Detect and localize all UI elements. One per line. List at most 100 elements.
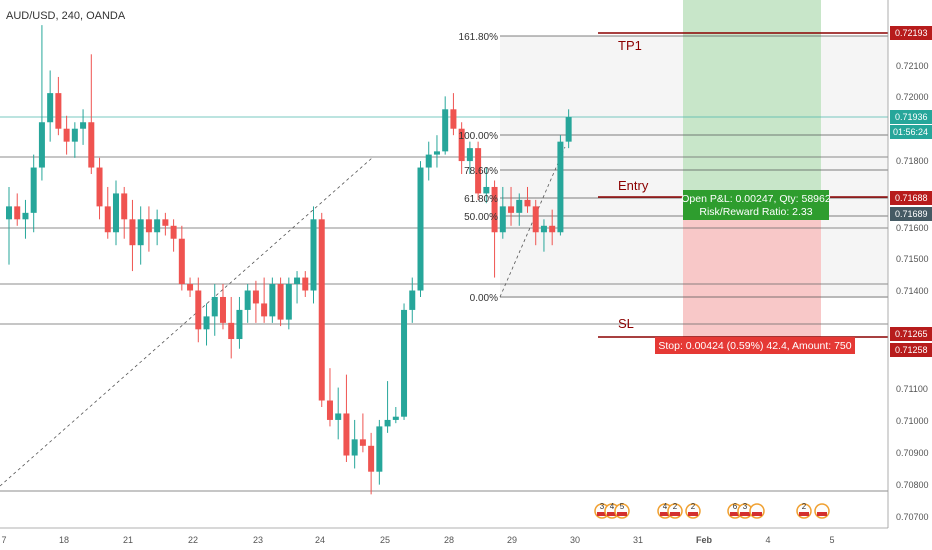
event-count: 2 <box>802 502 807 511</box>
x-tick: Feb <box>696 535 713 545</box>
candle-down <box>491 186 498 233</box>
flag-icon <box>660 512 670 516</box>
candle-up <box>22 212 29 220</box>
x-tick: 23 <box>253 535 263 545</box>
candle-down <box>162 219 169 226</box>
event-count: 6 <box>733 502 738 511</box>
stop-box <box>655 337 855 354</box>
candle-down <box>14 206 21 220</box>
candle-down <box>129 219 136 246</box>
flag-icon <box>730 512 740 516</box>
candle-down <box>170 225 177 239</box>
flag-icon <box>752 512 762 516</box>
candle-down <box>104 206 111 233</box>
candle-down <box>524 199 531 207</box>
candle-up <box>540 225 547 233</box>
candle-up <box>203 316 210 330</box>
candle-up <box>499 206 506 233</box>
price-tag-entry: 0.71688 <box>895 193 928 203</box>
candle-down <box>55 93 62 129</box>
candle-down <box>368 445 375 472</box>
candle-down <box>277 284 284 320</box>
event-count: 2 <box>691 502 696 511</box>
x-tick: 21 <box>123 535 133 545</box>
candle-down <box>195 290 202 330</box>
candle-up <box>466 148 473 162</box>
candle-up <box>335 413 342 420</box>
candle-up <box>47 93 54 123</box>
candle-down <box>252 290 259 304</box>
candle-down <box>261 303 268 317</box>
fib-label-50: 50.00% <box>464 212 498 223</box>
candle-up <box>376 426 383 472</box>
x-tick: 25 <box>380 535 390 545</box>
event-count: 4 <box>663 502 668 511</box>
candle-up <box>516 199 523 213</box>
x-tick: 5 <box>829 535 834 545</box>
candle-up <box>112 193 119 233</box>
candlestick-series <box>6 25 572 495</box>
y-tick: 0.71000 <box>896 416 929 426</box>
loss-zone[interactable] <box>683 199 821 337</box>
y-tick: 0.71500 <box>896 254 929 264</box>
candle-down <box>96 167 103 207</box>
price-axis[interactable] <box>888 0 932 528</box>
candle-down <box>121 193 128 220</box>
candle-up <box>483 186 490 194</box>
event-count: 3 <box>743 502 748 511</box>
candle-up <box>351 439 358 456</box>
y-tick: 0.70700 <box>896 512 929 522</box>
fib-label-0: 0.00% <box>470 293 498 304</box>
x-tick: 22 <box>188 535 198 545</box>
candle-up <box>285 284 292 320</box>
tp1-label: TP1 <box>618 38 642 53</box>
trendline-dashed-1[interactable] <box>0 157 373 487</box>
candle-down <box>187 284 194 291</box>
candle-up <box>211 296 218 317</box>
candle-up <box>433 151 440 155</box>
event-count: 4 <box>610 502 615 511</box>
candle-up <box>417 167 424 291</box>
event-count: 3 <box>600 502 605 511</box>
x-tick: 24 <box>315 535 325 545</box>
candle-down <box>326 400 333 420</box>
pnl-text: Open P&L: 0.00247, Qty: 58962 <box>681 193 831 205</box>
candle-down <box>88 122 95 168</box>
candle-up <box>384 419 391 427</box>
candle-down <box>532 206 539 233</box>
y-tick: 0.72100 <box>896 61 929 71</box>
y-tick: 0.72000 <box>896 92 929 102</box>
profit-zone[interactable] <box>683 0 821 199</box>
x-tick: 30 <box>570 535 580 545</box>
candle-down <box>450 109 457 129</box>
candle-up <box>6 206 12 220</box>
y-tick: 0.71100 <box>896 384 928 394</box>
candle-down <box>475 148 482 194</box>
candle-up <box>401 309 408 417</box>
x-tick: 7 <box>1 535 6 545</box>
flag-icon <box>688 512 698 516</box>
candle-up <box>80 122 87 129</box>
candle-up <box>392 416 399 420</box>
x-tick: 31 <box>633 535 643 545</box>
fib-label-786: 78.60% <box>464 166 498 177</box>
price-tag-current: 0.71936 <box>895 112 928 122</box>
time-axis[interactable] <box>0 528 888 550</box>
ratio-text: Risk/Reward Ratio: 2.33 <box>699 206 812 218</box>
flag-icon <box>617 512 627 516</box>
candle-down <box>343 413 350 456</box>
candle-up <box>294 277 301 285</box>
candle-up <box>71 128 78 142</box>
fib-label-618: 61.80% <box>464 194 498 205</box>
candle-down <box>458 128 465 162</box>
candle-up <box>425 154 432 168</box>
symbol-title: AUD/USD, 240, OANDA <box>6 10 126 22</box>
candle-up <box>442 109 449 152</box>
sl-label: SL <box>618 316 634 331</box>
candle-down <box>178 238 185 285</box>
candle-up <box>154 219 161 233</box>
x-tick: 18 <box>59 535 69 545</box>
candle-down <box>228 322 235 340</box>
